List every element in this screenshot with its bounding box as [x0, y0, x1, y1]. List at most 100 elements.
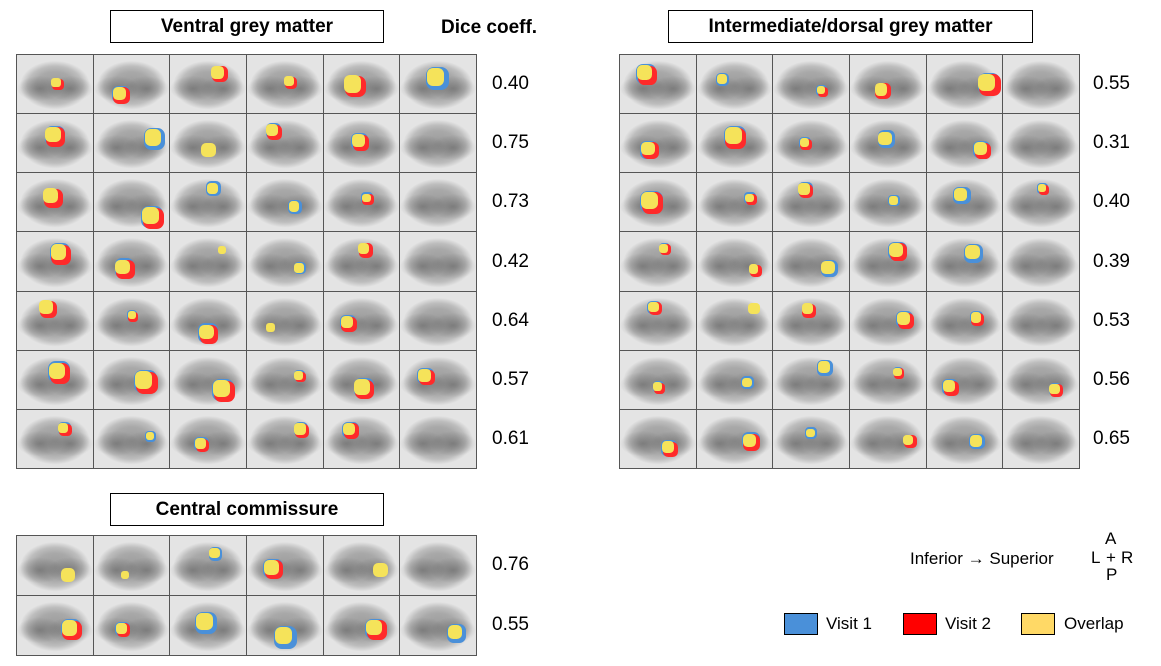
lesion-overlap [195, 613, 213, 630]
lesion-overlap [965, 244, 980, 260]
lesion-overlap [426, 68, 445, 86]
dice-value: 0.76 [492, 554, 529, 575]
slice-image [849, 232, 926, 291]
lesion-overlap [943, 379, 956, 393]
lesion-overlap [127, 311, 136, 320]
lesion-overlap [874, 82, 888, 96]
ventral-grid [16, 54, 477, 469]
lesion-overlap [195, 437, 206, 449]
intermediate-title: Intermediate/dorsal grey matter [668, 10, 1033, 43]
dice-value: 0.56 [1093, 369, 1130, 391]
slice-image [323, 536, 400, 595]
slice-image [400, 114, 476, 173]
lesion-overlap [212, 380, 230, 397]
lesion-overlap [821, 260, 835, 275]
slice-image [246, 536, 323, 595]
direction-label: Inferior → Superior [910, 549, 1054, 568]
lesion-overlap [45, 126, 61, 143]
slice-image [17, 173, 93, 232]
lesion-overlap [798, 183, 810, 195]
lesion-overlap [61, 567, 76, 583]
slice-image [170, 596, 246, 655]
lesion-overlap [969, 435, 982, 447]
lesion-overlap [878, 131, 892, 145]
slice-image [1003, 114, 1079, 173]
dice-value: 0.55 [1093, 72, 1130, 94]
slice-image [849, 55, 926, 114]
lesion-overlap [1049, 383, 1060, 394]
slice-image [926, 55, 1003, 114]
lesion-overlap [361, 193, 371, 203]
lesion-overlap [748, 264, 759, 274]
orientation-compass: A L + R P [1088, 529, 1138, 585]
lesion-overlap [418, 369, 431, 382]
lesion-overlap [354, 379, 370, 395]
lesion-overlap [50, 244, 67, 261]
slice-image [93, 536, 170, 595]
lesion-overlap [366, 619, 382, 636]
slice-image [1003, 173, 1079, 232]
lesion-overlap [120, 571, 129, 580]
dice-value: 0.57 [492, 369, 529, 391]
lesion-overlap [978, 73, 996, 91]
slice-image [696, 55, 773, 114]
left-label: L [1091, 548, 1101, 567]
slice-image [773, 114, 849, 173]
lesion-overlap [653, 382, 663, 392]
dice-value: 0.64 [492, 309, 529, 331]
lesion-overlap [351, 134, 365, 148]
slice-image [400, 232, 476, 291]
legend-swatch-overlap [1021, 613, 1055, 635]
lesion-overlap [145, 432, 155, 441]
slice-image [620, 55, 696, 114]
slice-image [17, 536, 93, 595]
dice-value: 0.40 [1093, 191, 1130, 213]
slice-image [170, 173, 246, 232]
lesion-overlap [116, 622, 127, 634]
lesion-overlap [144, 129, 162, 146]
dice-value: 0.75 [492, 131, 529, 153]
lesion-overlap [970, 312, 981, 323]
slice-image [773, 350, 849, 409]
intermediate-grid [619, 54, 1080, 469]
slice-image [170, 350, 246, 409]
lesion-overlap [61, 620, 77, 636]
lesion-overlap [294, 263, 304, 273]
central-title: Central commissure [110, 493, 384, 526]
slice-image [696, 114, 773, 173]
lesion-overlap [801, 303, 813, 315]
lesion-overlap [207, 182, 219, 194]
lesion-overlap [902, 434, 914, 446]
center-label: + [1106, 548, 1116, 567]
slice-image [17, 596, 93, 655]
lesion-overlap [1037, 184, 1046, 193]
slice-image [246, 114, 323, 173]
lesion-overlap [648, 301, 659, 313]
lesion-overlap [358, 242, 370, 255]
slice-image [93, 173, 170, 232]
lesion-overlap [745, 193, 755, 203]
slice-image [246, 350, 323, 409]
lesion-overlap [748, 302, 760, 314]
lesion-overlap [39, 300, 54, 315]
lesion-overlap [344, 75, 362, 93]
dice-value: 0.39 [1093, 250, 1130, 272]
slice-image [170, 55, 246, 114]
slice-image [400, 596, 476, 655]
slice-image [400, 291, 476, 350]
lesion-overlap [274, 626, 293, 645]
slice-image [696, 291, 773, 350]
slice-image [1003, 232, 1079, 291]
slice-image [620, 350, 696, 409]
slice-image [926, 114, 1003, 173]
lesion-overlap [342, 422, 356, 436]
legend-swatch-visit1 [784, 613, 818, 635]
slice-image [170, 536, 246, 595]
lesion-overlap [896, 312, 910, 326]
dice-value: 0.31 [1093, 131, 1130, 153]
slice-image [696, 173, 773, 232]
slice-image [17, 409, 93, 468]
slice-image [246, 232, 323, 291]
lesion-overlap [716, 74, 727, 85]
slice-image [323, 232, 400, 291]
